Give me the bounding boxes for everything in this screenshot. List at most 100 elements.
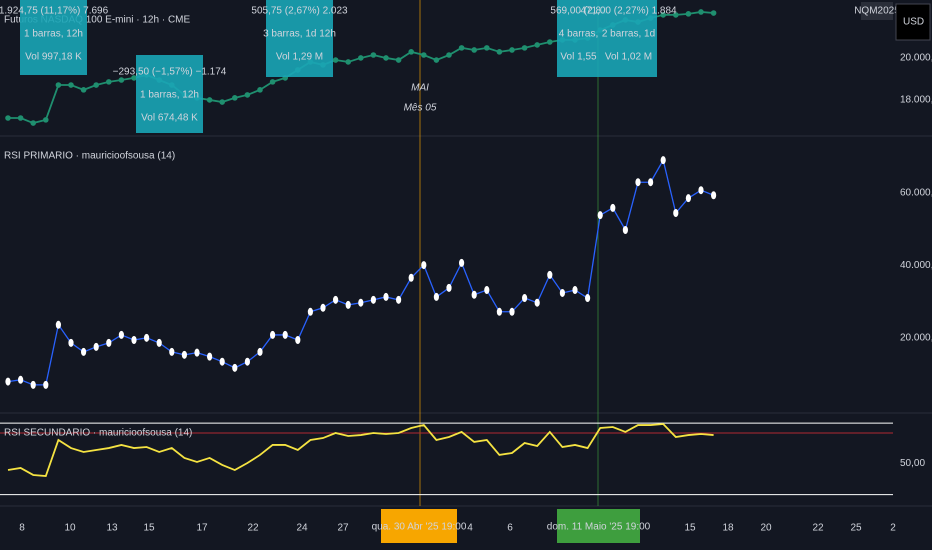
point (257, 87, 263, 93)
annotation-text: Vol 674,48 K (141, 113, 198, 124)
point (484, 286, 490, 295)
point (698, 186, 704, 195)
point (408, 49, 415, 55)
point (711, 191, 717, 200)
point (471, 47, 478, 53)
point (509, 307, 515, 316)
point (660, 156, 666, 165)
point (648, 178, 654, 187)
point (244, 357, 250, 366)
point (43, 117, 49, 123)
annotation-text: 471,00 (2,27%) 1.884 (580, 6, 677, 17)
point (307, 307, 313, 316)
point (93, 82, 99, 88)
point (55, 82, 62, 88)
marker-label: qua. 30 Abr '25 19:00 (372, 522, 467, 533)
point (547, 270, 553, 279)
series-line (7, 158, 714, 386)
symbol-badge (861, 2, 893, 20)
pane-title: RSI SECUNDARIO · mauricioofsousa (14) (4, 428, 192, 439)
point (358, 298, 364, 307)
point (207, 352, 213, 361)
point (232, 363, 238, 372)
point (219, 357, 225, 366)
currency-box (895, 3, 931, 41)
point (496, 307, 502, 316)
annotation-text: 1 barras, 12h (140, 90, 199, 101)
month-label: MAI (411, 83, 429, 94)
x-tick-label: 20 (760, 523, 772, 534)
point (156, 338, 162, 347)
marker-badge (557, 509, 640, 543)
y-tick-label: 20.000,00 (900, 332, 932, 343)
marker-badge (381, 509, 457, 543)
point (484, 45, 490, 51)
point (118, 77, 125, 83)
point (370, 295, 376, 304)
point (131, 75, 137, 81)
point (685, 194, 692, 203)
point (370, 52, 377, 58)
annotation-text: 1.924,75 (11,17%) 7.696 (0, 6, 109, 17)
point (106, 338, 112, 347)
point (635, 178, 641, 187)
y-tick-label: 50,00 (900, 458, 925, 469)
point (559, 288, 566, 297)
point (673, 208, 679, 217)
point (660, 12, 666, 18)
x-tick-label: 4 (467, 523, 473, 534)
series-line (7, 423, 714, 477)
point (547, 39, 553, 45)
point (18, 375, 24, 384)
point (244, 92, 251, 98)
marker-label: dom. 11 Maio '25 19:00 (547, 522, 651, 533)
x-tick-label: 24 (296, 523, 308, 534)
pane-title: RSI PRIMARIO · mauricioofsousa (14) (4, 151, 175, 162)
point (30, 120, 36, 126)
annotation-text: 4 barras, (559, 29, 598, 40)
annotation-text: Vol 1,29 M (276, 52, 323, 63)
point (459, 258, 465, 267)
point (257, 347, 263, 356)
annotation-text: 505,75 (2,67%) 2.023 (251, 6, 348, 17)
point (698, 9, 704, 15)
point (282, 330, 288, 339)
point (131, 335, 137, 344)
month-label: Mês 05 (404, 103, 437, 114)
point (55, 320, 62, 329)
point (622, 225, 629, 234)
point (118, 330, 124, 339)
annotation-text: 2 barras, 1d (602, 29, 655, 40)
point (206, 97, 213, 103)
point (408, 273, 414, 282)
point (30, 380, 36, 389)
annotation-text: −293,50 (−1,57%) −1.174 (113, 67, 227, 78)
point (43, 380, 49, 389)
annotation-box (600, 0, 657, 77)
point (610, 203, 616, 212)
point (320, 303, 326, 312)
point (522, 294, 528, 303)
x-tick-label: 22 (247, 523, 259, 534)
point (383, 55, 389, 61)
annotation-box (136, 55, 203, 133)
annotation-text: 569,00 (2,82 (550, 6, 607, 17)
annotation-text: 1 barras, 12h (24, 29, 83, 40)
point (194, 348, 200, 357)
x-tick-label: 8 (19, 523, 25, 534)
y-tick-label: 20.000,00 (900, 53, 932, 64)
point (395, 57, 402, 63)
point (710, 10, 717, 16)
point (80, 87, 87, 93)
point (685, 11, 692, 17)
annotation-box (20, 0, 87, 75)
x-tick-label: 18 (722, 523, 734, 534)
y-tick-label: 60.000,00 (900, 188, 932, 199)
point (433, 292, 439, 301)
annotation-box (266, 0, 333, 77)
y-tick-label: 40.000,00 (900, 260, 932, 271)
point (585, 294, 591, 303)
x-tick-label: 13 (106, 523, 118, 534)
